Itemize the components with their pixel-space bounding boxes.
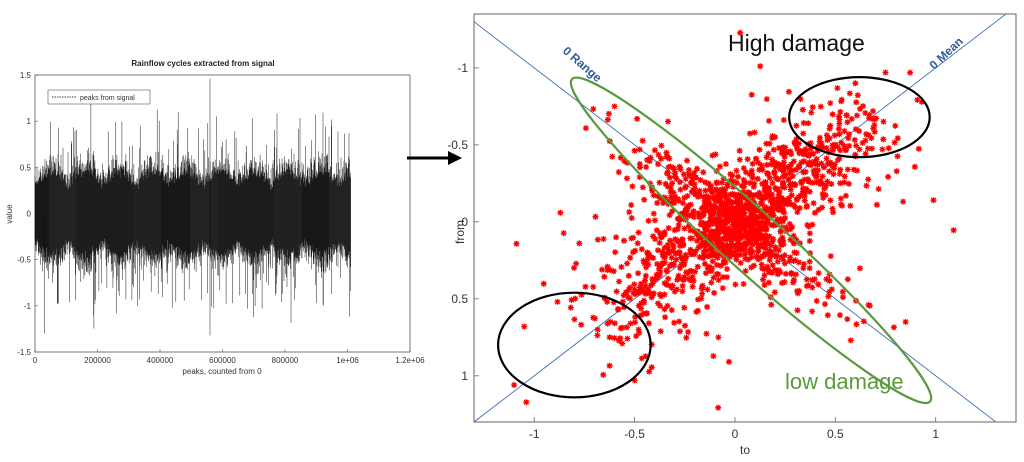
left-x-tick-label: 600000 (209, 356, 236, 365)
left-x-tick-label: 1e+06 (336, 356, 359, 365)
left-y-tick-label: 0.5 (20, 163, 32, 172)
right-x-tick-label: 1 (932, 427, 939, 441)
left-chart-title: Rainflow cycles extracted from signal (131, 59, 274, 68)
right-x-tick-label: 0 (732, 427, 739, 441)
left-x-label: peaks, counted from 0 (182, 367, 262, 376)
left-y-tick-label: -1.5 (17, 348, 31, 357)
left-legend: peaks from signal (47, 89, 151, 105)
lower-left-ellipse (496, 291, 652, 399)
left-y-tick-label: 1 (27, 117, 32, 126)
left-axes: 0 200000 400000 600000 800000 1e+06 1.2e+06 1.5… (17, 71, 425, 365)
low-damage-ellipse (569, 76, 933, 405)
left-x-tick-label: 800000 (272, 356, 299, 365)
left-y-tick-label: -0.5 (17, 256, 31, 265)
right-arrow (407, 151, 462, 165)
high-damage-ellipse (788, 76, 931, 159)
right-regions (496, 76, 933, 405)
right-x-tick-label: -1 (529, 427, 540, 441)
right-x-tick-label: 0.5 (827, 427, 844, 441)
right-axes: -1 -0.5 0 0.5 1 -1 -0.5 0 0.5 1 (447, 61, 939, 441)
left-signal-series (34, 78, 351, 336)
left-x-tick-label: 200000 (84, 356, 111, 365)
right-chart: -1 -0.5 0 0.5 1-1-0.500.51 0 Range 0 Mean Hi… (447, 13, 1017, 457)
left-x-tick-label: 400000 (147, 356, 174, 365)
right-y-tick-label: 0 (461, 215, 468, 229)
signal-trace (34, 78, 351, 336)
left-y-label: value (5, 204, 14, 224)
right-y-tick-label: -0.5 (447, 138, 468, 152)
left-y-tick-label: 1.5 (20, 71, 32, 80)
right-y-label: from (453, 220, 467, 244)
left-y-tick-label: -1 (24, 302, 32, 311)
right-y-tick-label: 0.5 (451, 292, 468, 306)
left-legend-entry: peaks from signal (80, 95, 135, 102)
right-x-label: to (740, 443, 750, 457)
low-damage-annotation: low damage (785, 369, 904, 394)
right-y-tick-label: -1 (457, 61, 468, 75)
left-chart: Rainflow cycles extracted from signal 0 2… (5, 59, 425, 376)
left-x-tick-label: 0 (33, 356, 38, 365)
left-y-tick-label: 0 (27, 210, 32, 219)
right-x-tick-label: -0.5 (624, 427, 645, 441)
left-x-tick-label: 1.2e+06 (395, 356, 425, 365)
right-y-tick-label: 1 (461, 369, 468, 383)
high-damage-annotation: High damage (728, 30, 865, 56)
